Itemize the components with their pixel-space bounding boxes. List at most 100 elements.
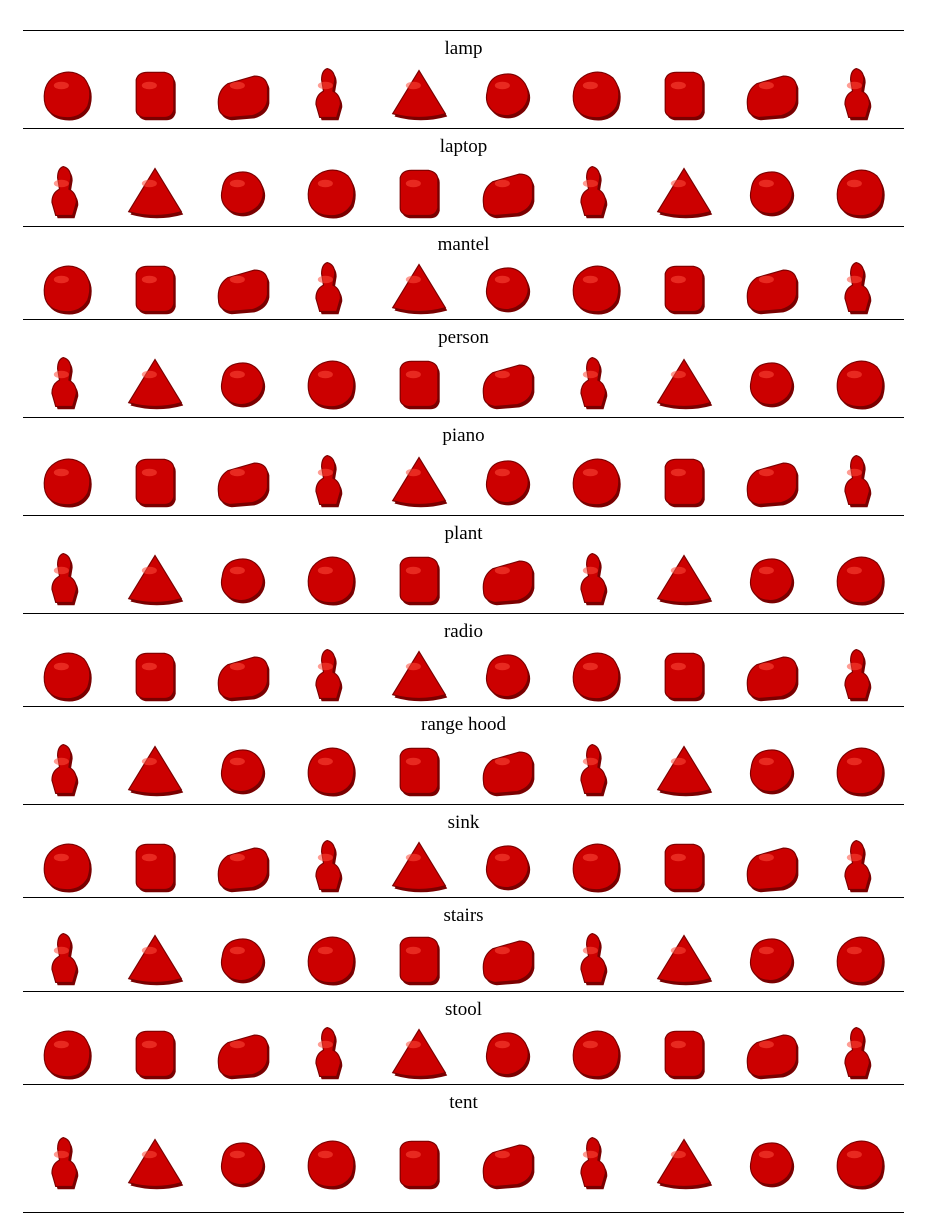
shape-highlight <box>670 370 686 379</box>
shape-body <box>307 169 355 217</box>
generated-shape <box>28 62 106 124</box>
voxel-shape-render <box>135 265 176 314</box>
section-divider <box>23 897 904 899</box>
voxel-shape-render <box>217 462 270 508</box>
category-label: mantel <box>437 234 490 255</box>
shape-highlight <box>141 946 158 955</box>
generated-shape <box>116 256 194 318</box>
shape-highlight <box>406 946 422 955</box>
shape-highlight <box>53 275 69 283</box>
generated-shape <box>469 449 547 511</box>
shape-body <box>400 169 439 217</box>
shape-body <box>307 936 355 984</box>
shape-body <box>572 651 619 699</box>
generated-shape <box>116 62 194 124</box>
shape-highlight <box>141 468 158 477</box>
voxel-shape-render <box>749 749 794 795</box>
voxel-shape-render <box>135 843 176 892</box>
generated-shape <box>204 62 282 124</box>
generated-shape <box>116 643 194 705</box>
shape-highlight <box>318 946 334 955</box>
generated-shape <box>645 62 723 124</box>
shape-body <box>656 745 711 795</box>
voxel-shape-render <box>836 360 885 410</box>
generated-shape <box>28 547 106 609</box>
shape-body <box>127 167 183 217</box>
category-section: range hood <box>23 706 904 804</box>
voxel-shape-render <box>315 67 343 121</box>
shape-highlight <box>230 275 246 283</box>
generated-shape <box>28 449 106 511</box>
voxel-shape-render <box>746 268 799 314</box>
shape-highlight <box>670 1040 686 1048</box>
voxel-shape-render <box>844 261 872 314</box>
voxel-shape-render <box>836 169 885 219</box>
shape-highlight <box>494 946 510 955</box>
shape-highlight <box>406 275 422 283</box>
shape-body <box>135 265 175 312</box>
shape-highlight <box>494 1150 510 1159</box>
voxel-shape-render <box>400 360 441 410</box>
generated-shape <box>645 160 723 222</box>
shape-body <box>221 558 265 602</box>
shape-body <box>217 655 269 699</box>
generated-shape <box>557 927 635 989</box>
voxel-shape-render <box>482 940 534 986</box>
shape-highlight <box>846 81 862 90</box>
shape-body <box>482 560 533 604</box>
voxel-shape-render <box>844 839 872 892</box>
voxel-shape-render <box>221 938 266 984</box>
generated-shape <box>733 834 811 896</box>
voxel-shape-render <box>217 655 270 701</box>
voxel-shape-render <box>221 558 266 604</box>
generated-shape <box>645 256 723 318</box>
voxel-shape-render <box>579 552 607 606</box>
voxel-shape-render <box>579 165 607 219</box>
shape-highlight <box>318 81 334 90</box>
shape-body <box>43 1029 91 1077</box>
generated-shape <box>204 738 282 800</box>
voxel-shape-render <box>572 651 621 702</box>
generated-shape <box>116 1021 194 1083</box>
voxel-shape-render <box>656 745 712 797</box>
voxel-shape-render <box>127 167 184 219</box>
shape-highlight <box>141 566 158 575</box>
shape-highlight <box>670 853 686 861</box>
section-divider <box>23 319 904 321</box>
generated-shape <box>116 738 194 800</box>
generated-shape <box>292 927 370 989</box>
voxel-shape-render <box>51 356 79 410</box>
shape-highlight <box>582 275 598 283</box>
shape-highlight <box>758 946 774 955</box>
category-section: sink <box>23 804 904 897</box>
voxel-shape-render <box>836 1140 885 1190</box>
shape-highlight <box>670 275 686 283</box>
shape-body <box>749 749 793 793</box>
shape-body <box>315 67 342 119</box>
shape-body <box>221 749 265 793</box>
shape-body <box>749 558 793 602</box>
generated-shape <box>645 351 723 413</box>
shape-highlight <box>230 179 246 188</box>
voxel-shape-render <box>656 1138 712 1190</box>
generated-shape <box>557 62 635 124</box>
voxel-shape-render <box>221 749 266 795</box>
voxel-shape-render <box>844 1026 872 1079</box>
shape-body <box>579 165 606 217</box>
generated-shape <box>469 738 547 800</box>
category-section: stool <box>23 991 904 1084</box>
shape-highlight <box>758 370 774 379</box>
shape-body <box>482 751 533 795</box>
voxel-shape-render <box>836 936 885 986</box>
category-label: stool <box>445 999 482 1020</box>
voxel-shape-render <box>749 171 794 217</box>
shape-body <box>746 655 797 699</box>
generated-shape <box>557 1021 635 1083</box>
generated-shape <box>645 547 723 609</box>
shape-highlight <box>758 1040 774 1048</box>
generated-shape <box>733 927 811 989</box>
shape-body <box>127 934 183 984</box>
voxel-shape-render <box>664 265 705 314</box>
voxel-shape-render <box>127 745 184 797</box>
generated-shape <box>557 351 635 413</box>
